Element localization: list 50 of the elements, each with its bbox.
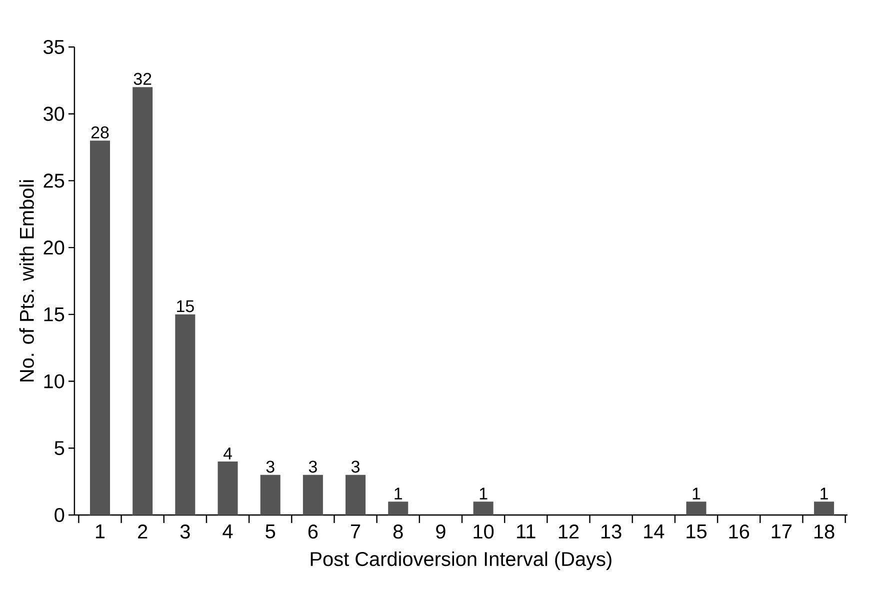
- x-tick-label: 15: [686, 524, 707, 538]
- data-label: 1: [820, 488, 828, 500]
- x-tick-label: 1: [96, 524, 105, 538]
- x-tick-label: 11: [517, 524, 536, 538]
- data-label: 3: [266, 460, 274, 473]
- y-tick-label: 15: [44, 307, 64, 322]
- data-label: 32: [134, 72, 152, 85]
- data-label: 28: [91, 126, 109, 138]
- x-tick-label: 18: [814, 524, 834, 539]
- bar: [346, 474, 366, 515]
- data-label: 1: [480, 488, 488, 500]
- x-axis-title: Post Cardioversion Interval (Days): [310, 551, 612, 570]
- data-label: 3: [308, 460, 317, 473]
- y-tick-label: 25: [44, 174, 64, 188]
- x-tick-label: 4: [222, 524, 233, 538]
- x-tick-label: 5: [266, 524, 276, 538]
- data-label: 3: [351, 460, 360, 473]
- x-tick-label: 2: [138, 524, 148, 538]
- y-axis-title: No. of Pts. with Emboli: [19, 180, 34, 382]
- x-tick-label: 17: [772, 524, 792, 538]
- data-label: 15: [177, 300, 194, 312]
- data-label: 1: [394, 488, 402, 500]
- bar: [302, 474, 323, 515]
- y-tick-label: 10: [44, 374, 64, 388]
- bar: [388, 502, 408, 515]
- data-label: 1: [692, 488, 700, 500]
- x-tick-label: 16: [729, 524, 750, 539]
- bar: [132, 87, 153, 515]
- x-tick-label: 9: [436, 524, 446, 539]
- x-tick-label: 8: [393, 524, 403, 539]
- x-tick-label: 12: [558, 524, 579, 538]
- x-tick-label: 14: [644, 524, 664, 538]
- x-tick-label: 7: [351, 524, 360, 538]
- bar: [218, 462, 238, 515]
- bar: [473, 502, 494, 515]
- data-label: 4: [223, 448, 232, 460]
- bar: [814, 502, 834, 515]
- y-tick-label: 20: [44, 240, 64, 255]
- x-tick-label: 10: [474, 524, 494, 539]
- x-tick-label: 3: [180, 524, 190, 539]
- y-tick-label: 5: [54, 441, 64, 456]
- y-tick-label: 0: [54, 508, 64, 522]
- bar: [90, 140, 110, 515]
- bar: [175, 314, 196, 515]
- y-tick-label: 35: [44, 40, 64, 54]
- x-tick-label: 6: [308, 524, 318, 539]
- x-tick-label: 13: [602, 524, 622, 539]
- bar: [686, 502, 706, 515]
- bar: [260, 474, 280, 515]
- y-tick-label: 30: [44, 106, 64, 121]
